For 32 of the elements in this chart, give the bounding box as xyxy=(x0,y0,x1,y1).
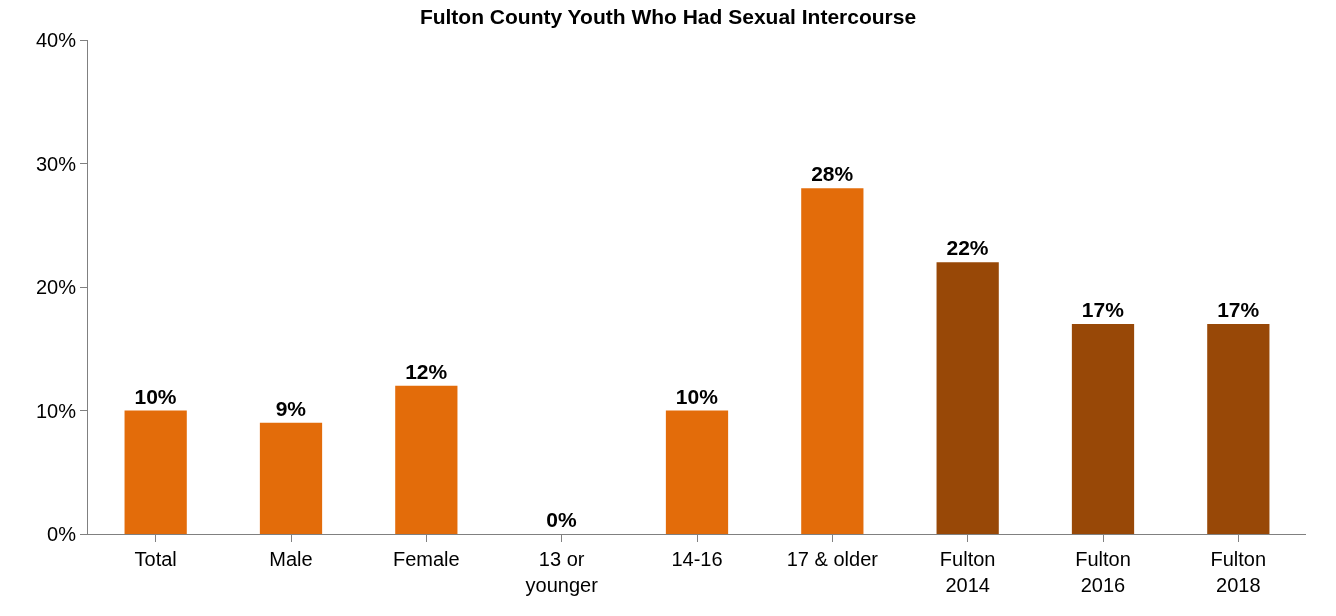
y-tick-label: 0% xyxy=(47,523,77,545)
data-label: 9% xyxy=(275,396,307,420)
x-tick-label: Fulton 2018 xyxy=(1210,548,1267,596)
data-label: 0% xyxy=(546,508,577,531)
y-tick-label: 30% xyxy=(35,152,77,175)
x-tick-label: Female xyxy=(392,548,460,570)
chart-title: Fulton County Youth Who Had Sexual Intercourse xyxy=(419,4,917,28)
x-tick-label: Fulton 2014 xyxy=(939,548,996,596)
y-tick-label: 10% xyxy=(35,399,77,422)
bar xyxy=(936,262,999,534)
x-tick-label: Total xyxy=(134,548,177,570)
data-label: 10% xyxy=(675,384,719,408)
data-label: 17% xyxy=(1081,298,1125,322)
x-tick-label: 17 & older xyxy=(786,548,879,570)
data-label: 28% xyxy=(811,162,854,186)
bar xyxy=(395,385,458,534)
bar xyxy=(801,188,864,534)
data-label: 12% xyxy=(405,359,448,383)
bar xyxy=(665,410,729,534)
bar xyxy=(1207,324,1270,534)
x-tick-label: Male xyxy=(269,548,313,570)
y-tick-label: 20% xyxy=(35,276,77,298)
data-label: 17% xyxy=(1217,298,1260,322)
bar xyxy=(1071,324,1135,534)
data-label: 10% xyxy=(134,384,177,408)
bar xyxy=(124,410,187,534)
x-tick-label: 13 or younger xyxy=(525,548,599,596)
x-tick-label: Fulton 2016 xyxy=(1075,548,1131,596)
data-label: 22% xyxy=(946,236,989,260)
x-tick-label: 14-16 xyxy=(671,548,723,570)
y-tick-label: 40% xyxy=(35,29,77,51)
bar xyxy=(259,422,323,534)
